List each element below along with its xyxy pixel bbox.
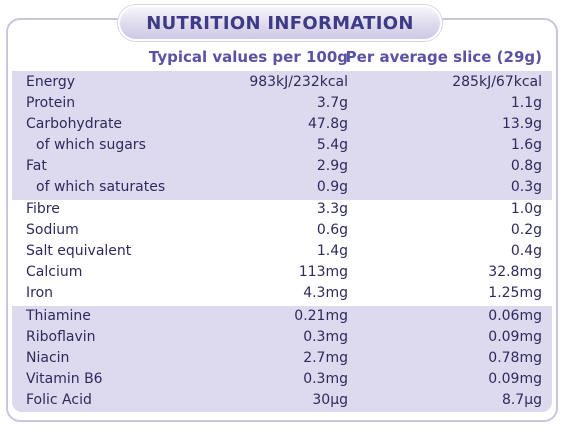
row-label: Carbohydrate [26, 116, 123, 132]
value-per-slice: 0.2g [510, 222, 542, 238]
value-per-slice: 0.8g [510, 158, 542, 174]
column-header-per-slice: Per average slice (29g) [345, 48, 542, 66]
row-label: Calcium [26, 264, 83, 280]
value-per-100g: 30µg [312, 392, 348, 408]
table-row-iron: Iron 4.3mg 1.25mg [0, 283, 574, 304]
value-per-100g: 113mg [298, 264, 348, 280]
table-row-thiamine: Thiamine 0.21mg 0.06mg [0, 306, 574, 327]
row-label: Sodium [26, 222, 79, 238]
column-header-per-100g: Typical values per 100g [148, 48, 348, 66]
value-per-slice: 285kJ/67kcal [452, 74, 542, 90]
table-row-carbohydrate: Carbohydrate 47.8g 13.9g [0, 114, 574, 135]
value-per-slice: 32.8mg [488, 264, 542, 280]
value-per-100g: 0.9g [316, 179, 348, 195]
shaded-band-macros [12, 71, 552, 200]
value-per-100g: 3.7g [316, 95, 348, 111]
row-label: Salt equivalent [26, 243, 132, 259]
table-row-sodium: Sodium 0.6g 0.2g [0, 220, 574, 241]
value-per-slice: 0.09mg [488, 329, 542, 345]
row-label: of which sugars [36, 137, 146, 153]
value-per-slice: 1.1g [510, 95, 542, 111]
value-per-100g: 0.21mg [294, 308, 348, 324]
value-per-100g: 4.3mg [303, 285, 348, 301]
value-per-100g: 1.4g [316, 243, 348, 259]
table-row-salt: Salt equivalent 1.4g 0.4g [0, 241, 574, 262]
row-label: Fibre [26, 201, 60, 217]
value-per-100g: 0.3mg [303, 329, 348, 345]
row-label: Thiamine [26, 308, 91, 324]
table-row-niacin: Niacin 2.7mg 0.78mg [0, 348, 574, 369]
table-row-vitamin-b6: Vitamin B6 0.3mg 0.09mg [0, 369, 574, 390]
table-row-riboflavin: Riboflavin 0.3mg 0.09mg [0, 327, 574, 348]
row-label: Energy [26, 74, 76, 90]
value-per-100g: 0.3mg [303, 371, 348, 387]
value-per-slice: 1.0g [510, 201, 542, 217]
value-per-100g: 5.4g [316, 137, 348, 153]
value-per-slice: 8.7µg [501, 392, 542, 408]
value-per-100g: 47.8g [307, 116, 348, 132]
table-row-protein: Protein 3.7g 1.1g [0, 93, 574, 114]
value-per-100g: 3.3g [316, 201, 348, 217]
row-label: Iron [26, 285, 54, 301]
table-row-fibre: Fibre 3.3g 1.0g [0, 199, 574, 220]
value-per-slice: 0.78mg [488, 350, 542, 366]
value-per-slice: 13.9g [501, 116, 542, 132]
table-row-saturates: of which saturates 0.9g 0.3g [0, 177, 574, 198]
title-banner: NUTRITION INFORMATION [118, 5, 442, 41]
row-label: Fat [26, 158, 47, 174]
shaded-band-vitamins [12, 306, 552, 412]
value-per-100g: 2.9g [316, 158, 348, 174]
value-per-slice: 0.3g [510, 179, 542, 195]
value-per-100g: 2.7mg [303, 350, 348, 366]
value-per-slice: 0.09mg [488, 371, 542, 387]
row-label: Niacin [26, 350, 70, 366]
value-per-100g: 983kJ/232kcal [249, 74, 348, 90]
value-per-slice: 0.4g [510, 243, 542, 259]
table-row-calcium: Calcium 113mg 32.8mg [0, 262, 574, 283]
row-label: Protein [26, 95, 76, 111]
table-row-fat: Fat 2.9g 0.8g [0, 156, 574, 177]
value-per-slice: 0.06mg [488, 308, 542, 324]
table-row-energy: Energy 983kJ/232kcal 285kJ/67kcal [0, 72, 574, 93]
row-label: Riboflavin [26, 329, 96, 345]
table-row-folic-acid: Folic Acid 30µg 8.7µg [0, 390, 574, 411]
row-label: of which saturates [36, 179, 166, 195]
table-row-sugars: of which sugars 5.4g 1.6g [0, 135, 574, 156]
value-per-slice: 1.6g [510, 137, 542, 153]
value-per-slice: 1.25mg [488, 285, 542, 301]
page-title: NUTRITION INFORMATION [146, 12, 414, 34]
row-label: Folic Acid [26, 392, 92, 408]
row-label: Vitamin B6 [26, 371, 103, 387]
value-per-100g: 0.6g [316, 222, 348, 238]
